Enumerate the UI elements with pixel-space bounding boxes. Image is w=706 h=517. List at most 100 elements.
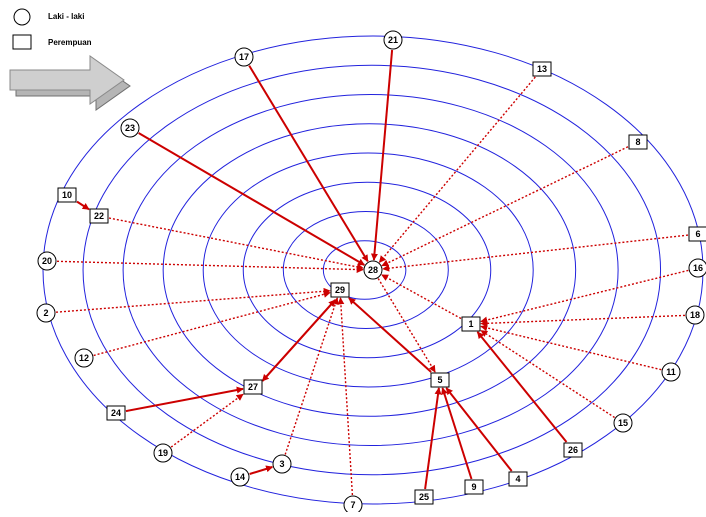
node-22-label: 22 [94,211,104,221]
node-29-square [330,282,350,298]
legend-female-symbol [12,34,32,50]
edge-14-to-3 [249,465,274,475]
ring-5 [162,123,577,417]
node-9-square [464,479,484,495]
node-12-circle [74,348,94,368]
edge-2-to-29 [55,287,331,313]
node-22: 22 [89,208,109,224]
node-24-square [106,405,126,421]
node-2-circle [36,303,56,323]
edge-22-to-28 [108,217,364,271]
edge-19-to-27 [170,393,244,448]
node-14: 14 [230,467,250,487]
node-3-label: 3 [279,459,284,469]
edge-8-to-28 [381,146,629,267]
node-13-label: 13 [537,64,547,74]
node-12: 12 [74,348,94,368]
node-2-label: 2 [43,308,48,318]
edge-6-to-28 [382,234,689,272]
node-26-square [563,442,583,458]
edge-17-to-28 [248,65,369,262]
node-25-square [414,489,434,505]
node-1: 1 [461,316,481,332]
direction-arrow-icon [9,55,131,111]
node-3: 3 [272,454,292,474]
node-21: 21 [383,30,403,50]
edge-1-to-28 [381,274,462,320]
node-29-label: 29 [335,285,345,295]
edge-23-to-28 [138,132,366,266]
node-5: 5 [430,372,450,388]
node-20: 20 [37,251,57,271]
node-6-square [688,226,706,242]
node-23: 23 [120,118,140,138]
edge-5-to-29 [348,297,432,373]
edges-layer [55,49,689,496]
node-11-label: 11 [666,367,676,377]
node-25-label: 25 [419,492,429,502]
ring-2 [282,211,449,329]
node-4-label: 4 [515,474,520,484]
node-26-label: 26 [568,445,578,455]
edge-10-to-22 [76,200,90,211]
node-5-square [430,372,450,388]
node-24: 24 [106,405,126,421]
node-6-label: 6 [695,229,700,239]
node-17-circle [234,47,254,67]
node-9: 9 [464,479,484,495]
node-19-circle [153,443,173,463]
legend-female-label: Perempuan [48,38,92,47]
edge-24-to-27 [125,386,244,413]
node-14-circle [230,467,250,487]
node-23-circle [120,118,140,138]
node-28: 28 [363,260,383,280]
node-11: 11 [661,362,681,382]
node-10: 10 [57,187,77,203]
node-16-label: 16 [693,263,703,273]
node-20-label: 20 [42,256,52,266]
node-7-label: 7 [350,500,355,510]
edge-28-to-5 [377,278,436,373]
node-15-label: 15 [618,418,628,428]
edge-11-to-1 [480,324,662,371]
node-28-label: 28 [368,265,378,275]
node-29: 29 [330,282,350,298]
edge-15-to-1 [480,329,615,419]
node-8-label: 8 [635,137,640,147]
node-27-square [243,379,263,395]
ring-7 [82,64,662,476]
node-5-label: 5 [437,375,442,385]
node-4-square [508,471,528,487]
node-21-circle [383,30,403,50]
edge-12-to-29 [93,290,331,357]
node-16-circle [688,258,706,278]
edge-21-to-28 [370,49,394,261]
node-13: 13 [532,61,552,77]
ring-3 [242,181,492,359]
node-10-label: 10 [62,190,72,200]
node-27-label: 27 [248,382,258,392]
node-2: 2 [36,303,56,323]
edge-18-to-1 [480,314,686,327]
node-18-label: 18 [690,310,700,320]
node-12-label: 12 [79,353,89,363]
node-9-label: 9 [471,482,476,492]
node-11-circle [661,362,681,382]
node-6: 6 [688,226,706,242]
edge-13-to-28 [378,76,536,263]
edge-4-to-5 [445,387,513,472]
node-26: 26 [563,442,583,458]
node-23-label: 23 [125,123,135,133]
edge-26-to-1 [476,331,568,443]
node-28-circle [363,260,383,280]
nodes-layer: 1721132381022616202829211812511272415261… [36,30,706,515]
edge-16-to-1 [480,269,689,324]
node-13-square [532,61,552,77]
node-1-square [461,316,481,332]
node-15: 15 [613,413,633,433]
ring-6 [122,94,619,446]
node-17-label: 17 [239,52,249,62]
node-10-square [57,187,77,203]
edge-9-to-5 [441,387,473,480]
node-20-circle [37,251,57,271]
